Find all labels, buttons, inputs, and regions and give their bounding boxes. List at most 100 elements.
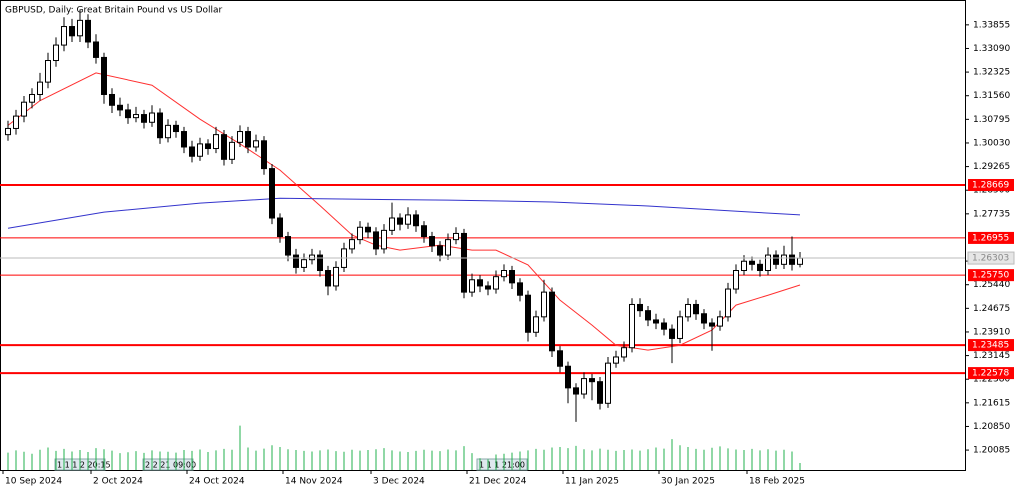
candle-body	[293, 254, 299, 268]
current-price-box	[967, 251, 1015, 265]
candle-body	[157, 112, 163, 139]
candle-body	[653, 319, 659, 324]
candle-body	[253, 140, 259, 148]
candle-body	[205, 143, 211, 150]
y-tick-label: 1.32325	[973, 68, 1010, 78]
candle-body	[773, 254, 779, 265]
candle-body	[309, 254, 315, 261]
candle-body	[685, 303, 691, 318]
candle-body	[61, 26, 67, 46]
candle-body	[517, 282, 523, 296]
candle-body	[237, 131, 243, 143]
moving-average	[7, 72, 801, 351]
candle-body	[605, 362, 611, 404]
candle-body	[125, 109, 131, 119]
candle-body	[381, 229, 387, 250]
y-tick-label: 1.22380	[973, 375, 1010, 385]
candle-body	[357, 226, 363, 241]
plot-frame	[0, 0, 966, 471]
candle-body	[173, 124, 179, 133]
x-tick-label: 10 Sep 2024	[5, 477, 62, 487]
y-tick-label: 1.25440	[973, 280, 1010, 290]
candle-body	[373, 231, 379, 250]
candle-body	[221, 134, 227, 160]
candle-body	[477, 279, 483, 287]
candle-body	[613, 356, 619, 364]
candle-body	[37, 81, 43, 95]
level-label-box	[968, 269, 1014, 282]
candle-body	[389, 217, 395, 231]
x-tick-label: 11 Jan 2025	[565, 477, 619, 487]
y-tick-label: 1.24675	[973, 304, 1010, 314]
current-price-label: 1.26303	[972, 254, 1009, 264]
candle-body	[93, 41, 99, 58]
candle-body	[181, 131, 187, 148]
candle-body	[589, 378, 595, 383]
candle-body	[229, 141, 235, 160]
x-tick-label: 3 Dec 2024	[373, 477, 425, 487]
candle-body	[429, 236, 435, 247]
level-label: 1.23485	[972, 341, 1009, 351]
candle-body	[509, 270, 515, 284]
level-label-box	[968, 231, 1014, 244]
candle-body	[141, 114, 147, 123]
candle-body	[333, 266, 339, 287]
candle-body	[245, 131, 251, 148]
candle-body	[117, 104, 123, 111]
candle-body	[709, 322, 715, 327]
moving-average	[7, 197, 801, 229]
level-label: 1.28669	[972, 180, 1009, 190]
candle-body	[365, 226, 371, 233]
x-tick-label: 18 Feb 2025	[749, 477, 805, 487]
candle-body	[757, 263, 763, 272]
candle-body	[453, 232, 459, 241]
candle-body	[485, 285, 491, 290]
candle-body	[597, 381, 603, 404]
candle-body	[493, 276, 499, 290]
candle-body	[541, 291, 547, 318]
candle-body	[325, 270, 331, 287]
candle-body	[165, 124, 171, 139]
candle-body	[45, 60, 51, 83]
candle-body	[21, 101, 27, 117]
candle-body	[437, 245, 443, 256]
level-label-box	[968, 367, 1014, 380]
level-label-box	[968, 178, 1014, 191]
x-tick-label: 30 Jan 2025	[661, 477, 715, 487]
y-tick-label: 1.30030	[973, 138, 1010, 148]
candle-body	[781, 254, 787, 265]
candle-body	[797, 257, 803, 265]
candle-body	[53, 44, 59, 62]
candle-body	[533, 316, 539, 333]
x-tick-label: 21 Dec 2024	[469, 477, 527, 487]
candle-body	[349, 239, 355, 250]
candle-body	[189, 146, 195, 157]
x-tick-label: 2 Oct 2024	[93, 477, 143, 487]
candle-body	[405, 214, 411, 225]
y-tick-label: 1.31560	[973, 91, 1010, 101]
event-box	[476, 458, 528, 471]
y-tick-label: 1.33855	[973, 20, 1010, 30]
candle-body	[149, 112, 155, 123]
y-tick-label: 1.20085	[973, 446, 1010, 456]
candle-body	[749, 260, 755, 265]
candle-body	[573, 387, 579, 395]
candle-body	[549, 291, 555, 352]
level-label: 1.25750	[972, 271, 1009, 281]
y-tick-label: 1.23910	[973, 327, 1010, 337]
candle-body	[29, 93, 35, 103]
candle-body	[741, 260, 747, 272]
candle-body	[261, 140, 267, 170]
y-tick-label: 1.20850	[973, 422, 1010, 432]
candle-body	[725, 288, 731, 318]
candle-body	[621, 347, 627, 358]
y-tick-label: 1.21615	[973, 398, 1010, 408]
candle-body	[701, 313, 707, 324]
candle-body	[301, 259, 307, 268]
candle-body	[13, 115, 19, 129]
candle-body	[501, 270, 507, 278]
y-tick-label: 1.23145	[973, 351, 1010, 361]
candle-body	[677, 316, 683, 339]
candle-body	[421, 225, 427, 238]
